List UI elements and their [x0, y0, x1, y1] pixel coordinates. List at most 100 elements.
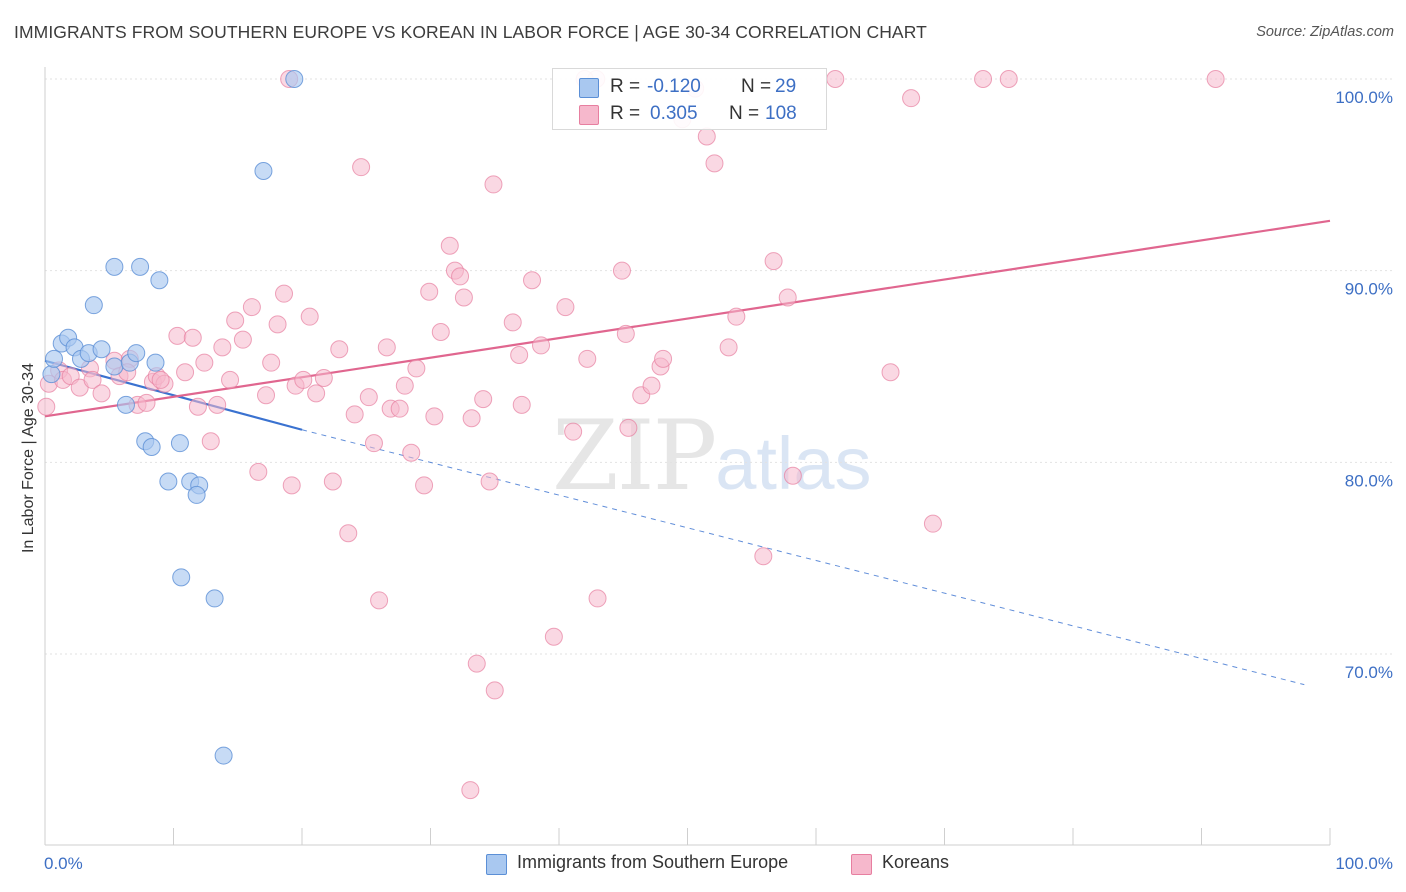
- series-legend: Immigrants from Southern Europe Koreans: [0, 852, 1406, 878]
- watermark-atlas: atlas: [715, 422, 872, 505]
- southern-europe-point: [116, 395, 135, 414]
- koreans-point: [314, 369, 333, 387]
- koreans-point: [226, 311, 245, 330]
- southern-europe-point: [42, 365, 61, 384]
- y-axis-title: In Labor Force | Age 30-34: [20, 363, 37, 553]
- southern-europe-point: [127, 344, 146, 363]
- koreans-point: [233, 330, 252, 349]
- n-value: 108: [765, 103, 797, 124]
- southern-europe-point: [159, 472, 178, 491]
- koreans-point: [999, 70, 1018, 88]
- southern-europe-point: [170, 434, 189, 453]
- koreans-point: [1206, 70, 1225, 88]
- koreans-point: [764, 252, 783, 271]
- correlation-legend: R = -0.120 N = 29 R = 0.305 N = 108: [552, 68, 827, 130]
- koreans-point: [364, 434, 383, 453]
- trend-lines: [44, 219, 1331, 686]
- koreans-point: [480, 472, 499, 491]
- koreans-point: [510, 346, 529, 364]
- x-tick-label: 100.0%: [1335, 854, 1393, 873]
- koreans-point: [902, 89, 921, 108]
- koreans-point: [168, 326, 187, 345]
- koreans-point: [262, 353, 281, 372]
- koreans-point: [705, 154, 724, 173]
- koreans-points: [37, 70, 1225, 800]
- koreans-point: [407, 359, 426, 378]
- koreans-point: [377, 338, 396, 357]
- koreans-point: [881, 363, 900, 382]
- koreans-point: [532, 336, 551, 355]
- legend-swatch-pink: [579, 105, 599, 125]
- southern-europe-point: [131, 257, 150, 276]
- legend-swatch-blue: [486, 854, 507, 875]
- koreans-point: [727, 307, 746, 326]
- koreans-point: [451, 267, 470, 286]
- koreans-point: [612, 261, 631, 280]
- koreans-point: [485, 681, 504, 700]
- koreans-point: [578, 349, 597, 368]
- southern-europe-point: [84, 296, 103, 315]
- koreans-point: [503, 313, 522, 332]
- southern-europe-point: [187, 485, 206, 504]
- southern-europe-point: [172, 568, 191, 587]
- koreans-point: [974, 70, 993, 88]
- southern-europe-point: [285, 70, 304, 88]
- koreans-point: [188, 397, 207, 416]
- watermark: ZIPatlas: [552, 400, 872, 512]
- x-tick-labels: 0.0% 100.0%: [44, 854, 1393, 873]
- koreans-point: [282, 476, 301, 495]
- koreans-point: [339, 524, 358, 543]
- koreans-point: [474, 390, 493, 409]
- koreans-point: [544, 627, 563, 646]
- southern-europe-points: [42, 70, 304, 765]
- koreans-point: [92, 384, 111, 403]
- koreans-point: [201, 432, 220, 451]
- legend-row-blue: R = -0.120 N = 29: [553, 73, 826, 101]
- southern-europe-point: [105, 257, 124, 276]
- koreans-point: [323, 472, 342, 491]
- koreans-point: [826, 70, 845, 88]
- koreans-point: [564, 422, 583, 441]
- koreans-point: [137, 393, 156, 412]
- koreans-point: [454, 288, 473, 307]
- koreans-point: [300, 307, 319, 326]
- y-tick-label: 70.0%: [1345, 663, 1393, 682]
- koreans-point: [37, 397, 56, 416]
- legend-label: Koreans: [882, 852, 950, 872]
- southern-europe-point: [146, 353, 165, 372]
- koreans-point: [778, 288, 797, 307]
- koreans-point: [415, 476, 434, 495]
- koreans-point: [176, 363, 195, 382]
- koreans-point: [294, 370, 313, 389]
- koreans-point: [425, 407, 444, 426]
- southern-europe-point: [150, 271, 169, 290]
- southern-europe-point: [142, 438, 161, 456]
- r-label: R =: [610, 103, 641, 124]
- koreans-point: [183, 328, 202, 347]
- chart-title: IMMIGRANTS FROM SOUTHERN EUROPE VS KOREA…: [14, 22, 927, 42]
- koreans-point: [523, 271, 542, 290]
- southern-europe-trend-extension: [301, 429, 1305, 686]
- koreans-point: [370, 591, 389, 610]
- y-tick-label: 90.0%: [1345, 280, 1393, 299]
- x-tick-label: 0.0%: [44, 854, 83, 873]
- legend-label: Immigrants from Southern Europe: [517, 852, 789, 872]
- koreans-trend-line: [44, 219, 1331, 418]
- koreans-point: [440, 236, 459, 255]
- koreans-point: [359, 388, 378, 407]
- koreans-point: [268, 315, 287, 334]
- n-label: N =: [729, 103, 760, 124]
- legend-swatch-blue: [579, 78, 599, 98]
- koreans-point: [390, 399, 409, 418]
- y-tick-label: 80.0%: [1345, 471, 1393, 490]
- southern-europe-point: [214, 746, 233, 765]
- koreans-point: [431, 323, 450, 341]
- koreans-point: [345, 405, 364, 424]
- axes: [44, 67, 1331, 846]
- legend-row-pink: R = 0.305 N = 108: [553, 100, 826, 128]
- koreans-point: [395, 376, 414, 395]
- koreans-point: [719, 338, 738, 357]
- koreans-point: [195, 353, 214, 372]
- koreans-point: [654, 349, 673, 368]
